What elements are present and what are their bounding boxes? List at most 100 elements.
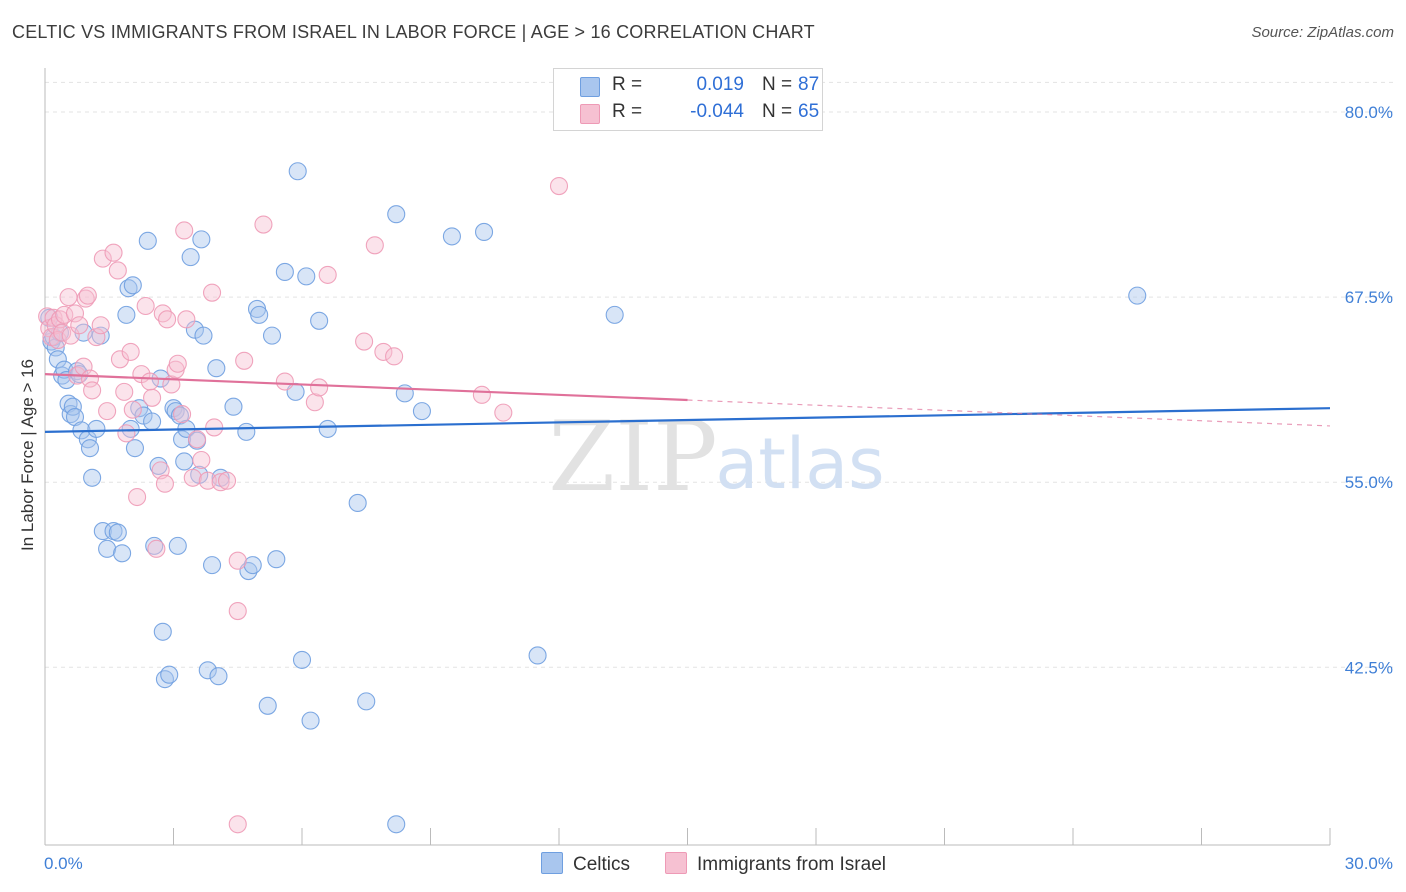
data-point: [153, 622, 172, 641]
data-point: [474, 222, 494, 242]
data-point: [108, 523, 127, 542]
bottom-legend-swatch-celtics: [541, 852, 563, 874]
data-point: [125, 439, 144, 458]
data-point: [310, 378, 329, 397]
data-point: [175, 221, 194, 240]
data-point: [318, 419, 337, 438]
data-point: [98, 402, 117, 421]
bottom-legend-celtics[interactable]: Celtics: [541, 852, 630, 876]
data-point: [528, 646, 547, 665]
data-point: [113, 544, 132, 563]
legend-swatch-celtics: [580, 77, 600, 97]
y-tick-label: 80.0%: [1345, 103, 1393, 122]
y-tick-label: 42.5%: [1345, 658, 1393, 677]
y-tick-label: 55.0%: [1345, 473, 1393, 492]
data-point: [121, 342, 140, 361]
data-point: [93, 249, 112, 268]
data-point: [250, 305, 269, 324]
data-point: [104, 243, 123, 262]
data-point: [123, 276, 142, 295]
data-point: [549, 177, 569, 196]
data-point: [412, 402, 431, 421]
data-point: [205, 418, 224, 437]
data-point: [108, 261, 127, 280]
data-point: [76, 289, 95, 308]
data-point: [98, 539, 117, 558]
israel-trend-line: [44, 373, 688, 402]
legend-r-value-israel: -0.044: [690, 101, 744, 122]
data-point: [140, 372, 159, 391]
data-point: [301, 711, 320, 730]
data-point: [292, 650, 312, 669]
celtic-trend-line: [44, 407, 1331, 433]
data-point: [70, 316, 89, 335]
data-point: [348, 493, 367, 512]
data-point: [188, 430, 207, 449]
watermark: ZIP atlas: [548, 401, 884, 513]
data-point: [297, 267, 316, 286]
data-point: [228, 551, 247, 570]
data-point: [117, 424, 136, 443]
data-point: [155, 474, 174, 493]
data-point: [80, 439, 100, 458]
legend-r-label: R =: [612, 74, 643, 95]
data-point: [310, 311, 329, 330]
data-point: [173, 405, 192, 424]
data-point: [136, 296, 155, 316]
data-point: [365, 236, 384, 255]
data-point: [177, 310, 196, 329]
data-point: [605, 305, 624, 324]
data-point: [87, 419, 106, 438]
chart-title: CELTIC VS IMMIGRANTS FROM ISRAEL IN LABO…: [12, 22, 815, 42]
data-point: [494, 403, 513, 422]
bottom-legend-label-israel: Immigrants from Israel: [697, 854, 886, 875]
data-point: [123, 400, 142, 419]
data-point: [147, 539, 166, 558]
data-point: [192, 450, 211, 470]
data-point: [138, 231, 157, 250]
data-point: [160, 665, 179, 684]
data-point: [387, 815, 406, 834]
legend-n-label: N =: [762, 74, 793, 95]
data-point: [117, 305, 136, 324]
data-point: [275, 262, 294, 281]
data-point: [158, 310, 177, 329]
data-point: [1128, 286, 1147, 305]
data-point: [44, 308, 63, 327]
data-point: [385, 347, 404, 366]
data-point: [288, 162, 307, 181]
data-point: [83, 468, 102, 487]
legend-n-value-celtics: 87: [798, 74, 820, 95]
data-point: [258, 696, 277, 715]
data-point: [211, 473, 230, 492]
data-point: [267, 550, 286, 569]
data-point: [442, 227, 461, 246]
data-point: [183, 468, 202, 487]
data-point: [80, 369, 100, 388]
data-point: [115, 382, 134, 401]
legend-r-label: R =: [612, 101, 643, 122]
data-point: [243, 556, 262, 575]
axes: [44, 68, 1331, 846]
data-point: [59, 288, 78, 307]
legend-swatch-israel: [580, 104, 600, 124]
stats-legend: R = 0.019 N = 87 R = -0.044 N = 65: [553, 68, 823, 131]
data-point: [65, 304, 85, 323]
data-point: [128, 487, 147, 507]
data-point: [143, 388, 162, 407]
bottom-legend-israel[interactable]: Immigrants from Israel: [665, 852, 886, 876]
data-point: [355, 332, 374, 351]
bottom-legend-swatch-israel: [665, 852, 687, 874]
data-point: [374, 342, 393, 361]
x-tick-label: 0.0%: [44, 854, 83, 873]
data-point: [145, 536, 164, 555]
legend-r-value-celtics: 0.019: [696, 74, 744, 95]
data-point: [228, 815, 247, 834]
data-point: [224, 397, 243, 416]
data-point: [203, 283, 222, 302]
data-point: [91, 316, 110, 335]
data-point: [387, 205, 406, 224]
celtic-points: [40, 162, 1147, 834]
data-point: [78, 286, 97, 305]
data-point: [305, 393, 324, 412]
